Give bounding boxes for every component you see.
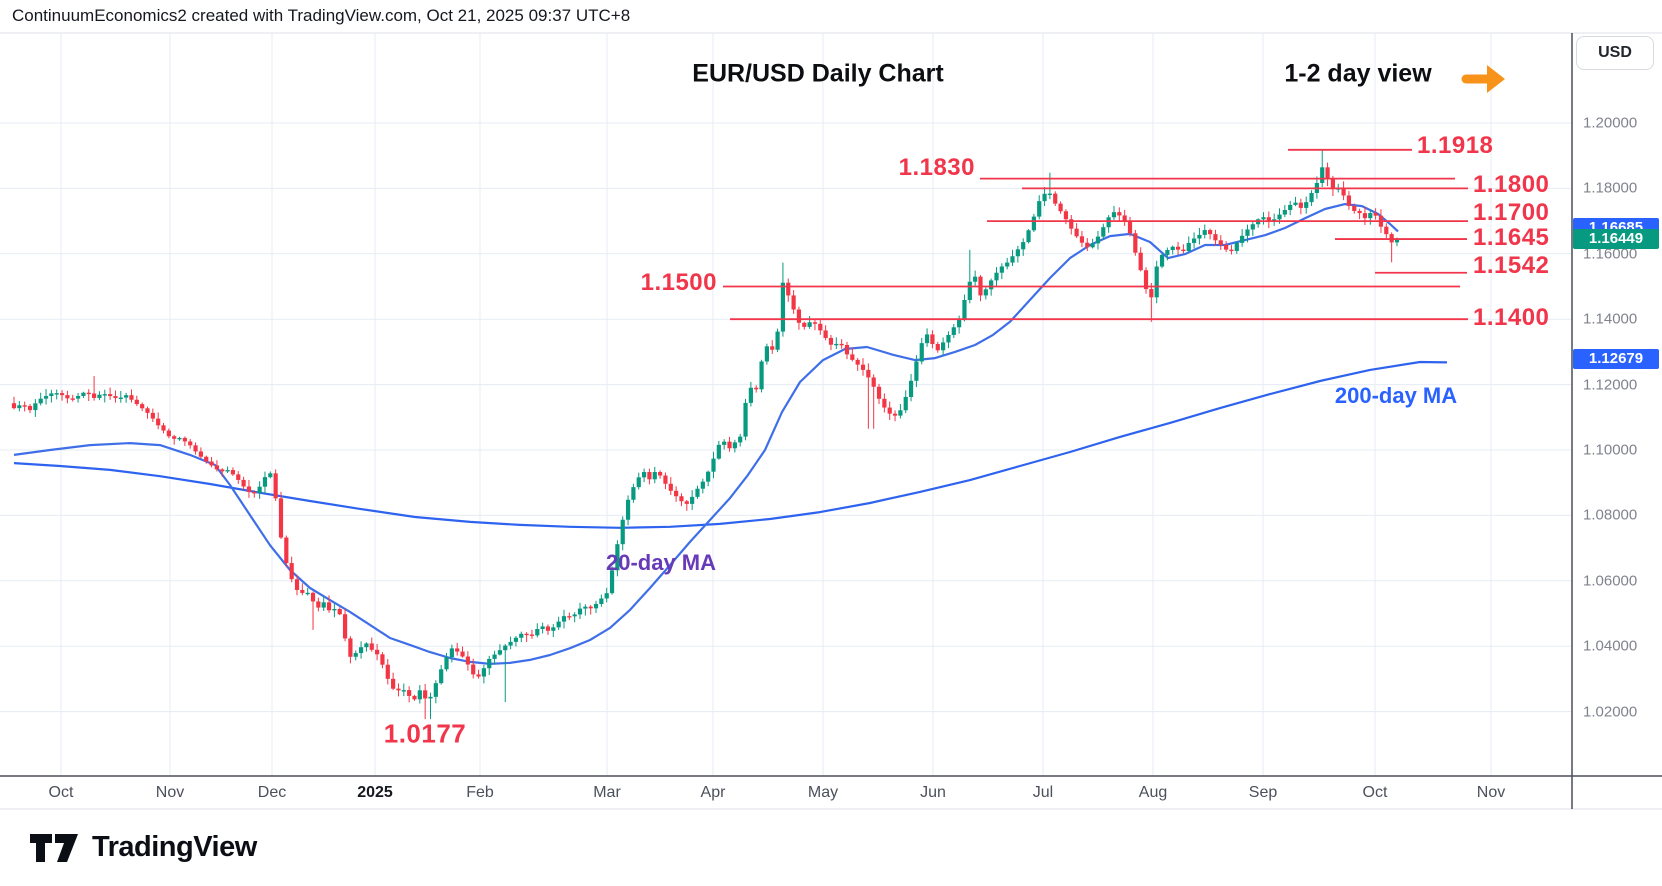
price-tick-1.20000: 1.20000	[1583, 114, 1638, 132]
price-tick-1.04000: 1.04000	[1583, 637, 1638, 655]
200-day-ma-label[interactable]: 200-day MA	[1334, 383, 1458, 408]
month-label-Nov: Nov	[155, 784, 185, 801]
level-label-1.1645[interactable]: 1.1645	[1473, 224, 1550, 251]
price-tick-1.10000: 1.10000	[1583, 441, 1638, 459]
level-label-1.1400[interactable]: 1.1400	[1473, 304, 1550, 331]
month-label-Aug: Aug	[1138, 784, 1168, 801]
chart-title: EUR/USD Daily Chart	[692, 59, 944, 88]
level-label-1.1830[interactable]: 1.1830	[898, 154, 975, 181]
price-tick-1.12000: 1.12000	[1583, 376, 1638, 394]
price-axis[interactable]	[1572, 33, 1662, 776]
price-badge-1.16449: 1.16449	[1573, 229, 1659, 249]
month-label-Oct: Oct	[1362, 784, 1388, 801]
month-label-Mar: Mar	[593, 784, 621, 801]
month-label-2025: 2025	[357, 784, 393, 801]
price-tick-1.06000: 1.06000	[1583, 572, 1638, 590]
arrow-right-head-icon	[1487, 65, 1505, 93]
month-label-Jul: Jul	[1032, 784, 1054, 801]
month-label-May: May	[807, 784, 839, 801]
level-label-1.1918[interactable]: 1.1918	[1417, 132, 1494, 159]
month-label-Sep: Sep	[1248, 784, 1278, 801]
level-label-1.1800[interactable]: 1.1800	[1473, 171, 1550, 198]
price-badge-1.12679: 1.12679	[1573, 349, 1659, 369]
tradingview-logo-text: TradingView	[92, 830, 257, 863]
level-label-1.1542[interactable]: 1.1542	[1473, 252, 1550, 279]
tradingview-logo-icon	[30, 834, 78, 862]
price-tick-1.18000: 1.18000	[1583, 179, 1638, 197]
currency-usd-button[interactable]: USD	[1576, 36, 1654, 70]
month-label-Dec: Dec	[257, 784, 287, 801]
month-label-Feb: Feb	[466, 784, 494, 801]
tradingview-logo[interactable]: TradingView	[28, 828, 257, 866]
month-label-Jun: Jun	[920, 784, 946, 801]
price-tick-1.02000: 1.02000	[1583, 703, 1638, 721]
chart-credit: ContinuumEconomics2 created with Trading…	[12, 6, 631, 25]
price-tick-1.16000: 1.16000	[1583, 245, 1638, 263]
price-tick-1.08000: 1.08000	[1583, 506, 1638, 524]
level-label-1.0177[interactable]: 1.0177	[383, 718, 467, 749]
month-label-Apr: Apr	[700, 784, 726, 801]
month-label-Nov: Nov	[1476, 784, 1506, 801]
level-label-1.1700[interactable]: 1.1700	[1473, 199, 1550, 226]
price-tick-1.14000: 1.14000	[1583, 310, 1638, 328]
view-note-annotation[interactable]: 1-2 day view	[1284, 59, 1432, 88]
level-label-1.1500[interactable]: 1.1500	[640, 269, 717, 296]
month-label-Oct: Oct	[48, 784, 74, 801]
20-day-ma-label[interactable]: 20-day MA	[605, 550, 717, 575]
